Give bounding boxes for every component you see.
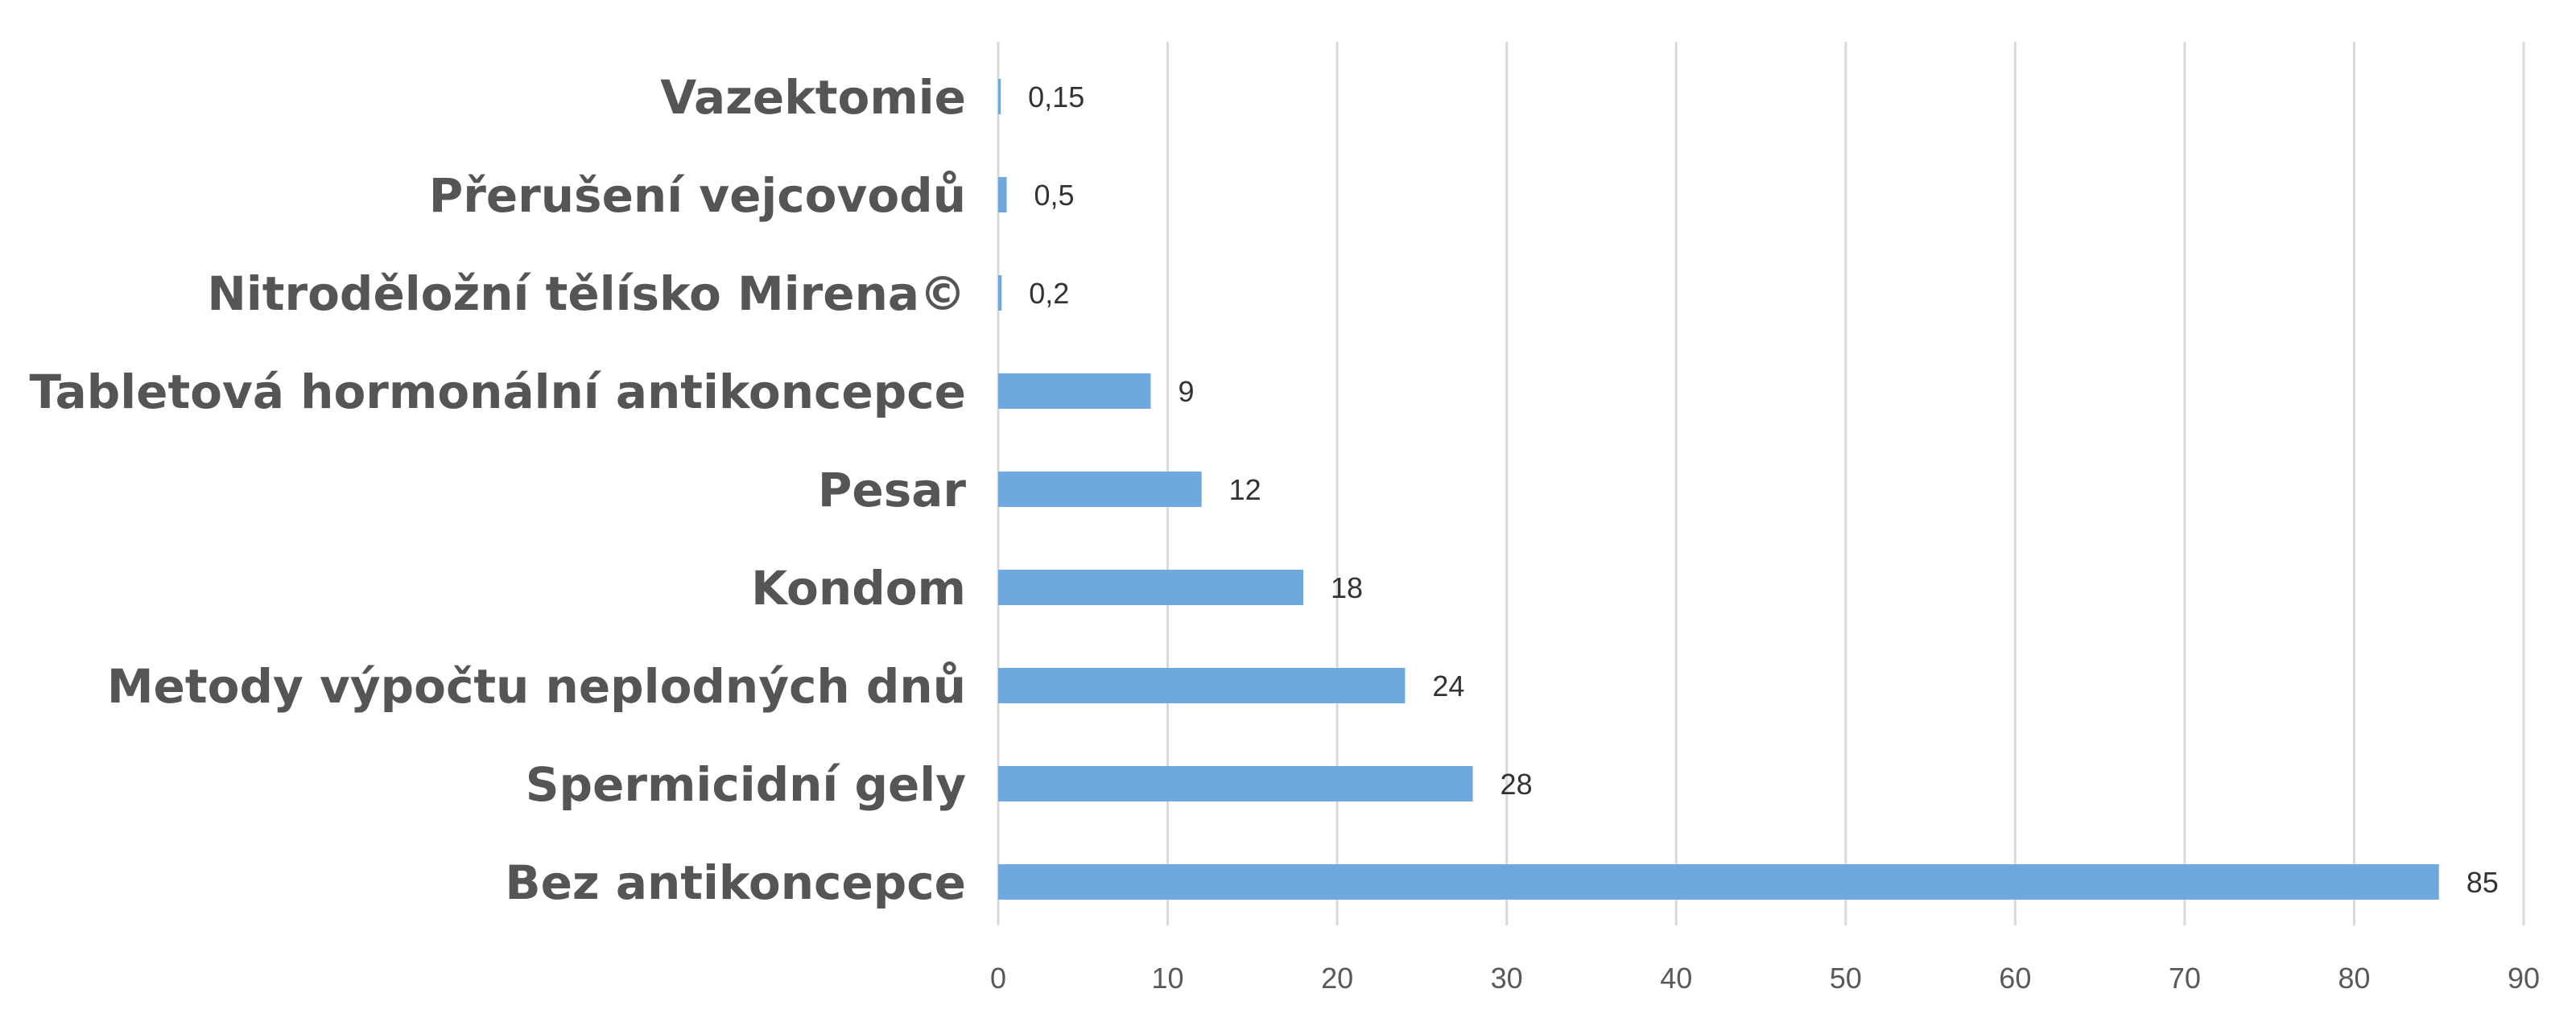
category-label: Kondom xyxy=(751,561,966,616)
bar xyxy=(998,275,1002,311)
data-label: 28 xyxy=(1501,768,1533,801)
data-label: 0,15 xyxy=(1028,80,1084,113)
x-tick-label: 90 xyxy=(2508,962,2540,995)
bar xyxy=(998,668,1406,703)
bar xyxy=(998,79,1001,114)
bar xyxy=(998,373,1151,409)
category-label: Metody výpočtu neplodných dnů xyxy=(107,659,966,714)
x-tick-label: 70 xyxy=(2169,962,2201,995)
category-label: Tabletová hormonální antikoncepce xyxy=(29,365,966,419)
data-label: 9 xyxy=(1179,375,1195,408)
data-label: 0,5 xyxy=(1034,179,1075,212)
x-tick-label: 20 xyxy=(1321,962,1353,995)
x-tick-label: 0 xyxy=(990,962,1006,995)
x-tick-label: 80 xyxy=(2338,962,2370,995)
category-label: Spermicidní gely xyxy=(526,757,966,812)
x-tick-label: 30 xyxy=(1491,962,1523,995)
category-label: Nitroděložní tělísko Mirena© xyxy=(207,266,966,321)
x-tick-label: 10 xyxy=(1152,962,1184,995)
bar xyxy=(998,472,1202,507)
data-label: 24 xyxy=(1432,670,1464,702)
bars xyxy=(998,79,2439,900)
x-axis-tick-labels: 0 10 20 30 40 50 60 70 80 90 xyxy=(990,962,2540,995)
bar xyxy=(998,570,1303,605)
x-tick-label: 60 xyxy=(1999,962,2031,995)
bar xyxy=(998,864,2439,900)
category-label: Vazektomie xyxy=(660,70,966,125)
category-label: Bez antikoncepce xyxy=(505,855,966,910)
data-label: 0,2 xyxy=(1029,277,1069,310)
x-tick-label: 40 xyxy=(1660,962,1692,995)
bar xyxy=(998,766,1473,801)
bar xyxy=(998,177,1007,212)
data-label: 12 xyxy=(1229,473,1261,506)
category-label: Pesar xyxy=(818,463,967,517)
gridlines xyxy=(997,42,2525,925)
category-labels: Vazektomie Přerušení vejcovodů Nitroděložn… xyxy=(29,70,966,910)
x-tick-label: 50 xyxy=(1830,962,1862,995)
data-label: 85 xyxy=(2467,866,2499,899)
data-label: 18 xyxy=(1331,571,1363,604)
category-label: Přerušení vejcovodů xyxy=(429,168,966,223)
data-labels: 0,15 0,5 0,2 9 12 18 24 28 85 xyxy=(1028,80,2499,899)
